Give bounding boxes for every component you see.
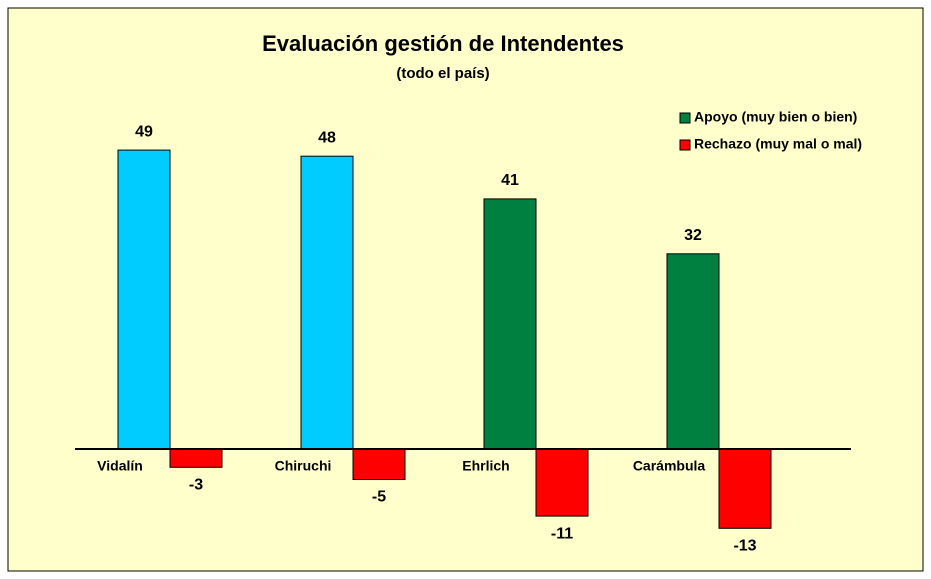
bar (300, 155, 354, 450)
x-tick-label: Vidalín (97, 458, 143, 474)
bar (666, 253, 720, 450)
data-label: 49 (135, 123, 153, 140)
data-label: -11 (551, 525, 573, 542)
bar (169, 448, 223, 468)
x-tick-label: Ehrlich (462, 458, 509, 474)
bar (117, 149, 171, 450)
legend-label: Rechazo (muy mal o mal) (694, 136, 862, 152)
x-tick-label: Chiruchi (275, 458, 332, 474)
bar (535, 448, 589, 517)
data-label: 32 (684, 227, 702, 244)
data-label: 48 (318, 129, 336, 146)
data-label: -5 (372, 489, 386, 506)
data-label: -3 (189, 477, 203, 494)
bar (483, 198, 537, 450)
x-tick-label: Carámbula (633, 458, 706, 474)
legend-swatch (679, 112, 691, 124)
data-label: 41 (501, 172, 519, 189)
bar (352, 448, 406, 480)
bar (718, 448, 772, 529)
data-label: -13 (733, 538, 756, 555)
legend-label: Apoyo (muy bien o bien) (694, 109, 857, 125)
chart-subtitle: (todo el país) (396, 65, 489, 82)
legend-swatch (679, 139, 691, 151)
chart-title: Evaluación gestión de Intendentes (262, 31, 624, 56)
